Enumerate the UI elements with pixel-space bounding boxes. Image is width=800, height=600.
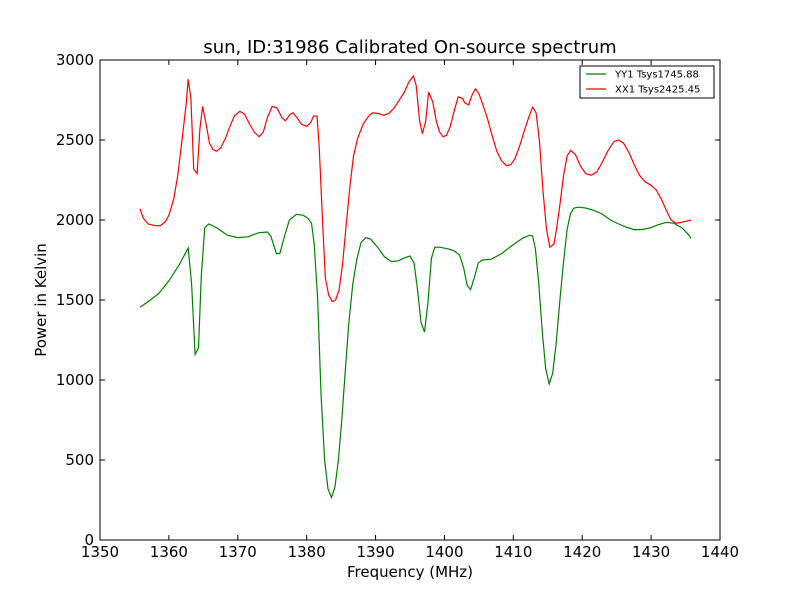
x-tick-label: 1370 xyxy=(219,543,257,561)
chart-title: sun, ID:31986 Calibrated On-source spect… xyxy=(203,37,616,58)
x-tick-label: 1440 xyxy=(701,543,739,561)
x-tick-label: 1430 xyxy=(632,543,670,561)
y-tick-label: 2500 xyxy=(56,131,94,149)
x-axis-label: Frequency (MHz) xyxy=(347,563,473,581)
legend-box xyxy=(579,65,715,99)
x-tick-label: 1420 xyxy=(563,543,601,561)
legend-label: XX1 Tsys2425.45 xyxy=(615,85,700,96)
x-tick-label: 1410 xyxy=(494,543,532,561)
x-tick-label: 1350 xyxy=(81,543,119,561)
series-line-xx1 xyxy=(139,74,692,303)
legend: YY1 Tsys1745.88 XX1 Tsys2425.45 xyxy=(579,65,715,99)
axes-background xyxy=(100,60,720,540)
axis-tick-labels: 1350 1360 1370 1380 1390 1400 1410 1420 1430 1440… xyxy=(56,51,739,561)
x-tick-label: 1400 xyxy=(425,543,463,561)
x-tick-label: 1390 xyxy=(356,543,394,561)
y-tick-label: 0 xyxy=(84,531,94,549)
y-axis-label: Power in Kelvin xyxy=(32,243,50,357)
x-tick-label: 1380 xyxy=(288,543,326,561)
series-line-yy1 xyxy=(139,206,692,500)
y-tick-label: 1000 xyxy=(56,371,94,389)
plot-area xyxy=(100,60,720,540)
y-tick-label: 1500 xyxy=(56,291,94,309)
y-tick-label: 3000 xyxy=(56,51,94,69)
series-lines xyxy=(139,74,692,500)
axis-ticks xyxy=(99,59,721,541)
legend-label: YY1 Tsys1745.88 xyxy=(614,70,699,81)
y-tick-label: 2000 xyxy=(56,211,94,229)
y-tick-label: 500 xyxy=(65,451,94,469)
x-tick-label: 1360 xyxy=(150,543,188,561)
